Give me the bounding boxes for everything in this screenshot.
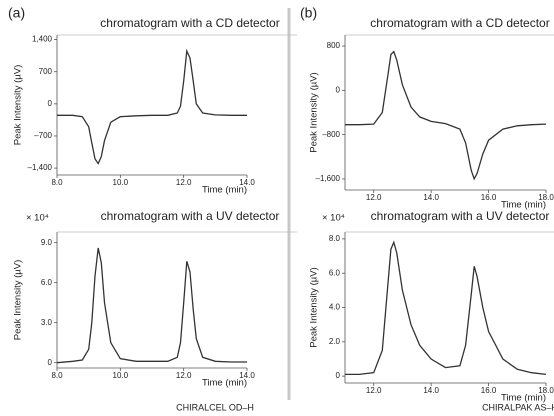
x-tick-label: 18.0: [538, 193, 554, 202]
y-tick-label: –800: [322, 130, 340, 139]
x-tick-label: 14.0: [239, 178, 255, 187]
y-tick-label: 9.0: [41, 238, 53, 247]
y-axis-label: Peak Intensity (µV): [13, 65, 24, 145]
x-tick-label: 18.0: [538, 386, 554, 395]
y-tick-label: 3.0: [41, 318, 53, 327]
x-tick-label: 14.0: [423, 386, 439, 395]
y-multiplier: × 10⁴: [26, 213, 49, 224]
x-tick-label: 14.0: [423, 193, 439, 202]
x-tick-label: 14.0: [239, 371, 255, 380]
y-multiplier: × 10⁴: [322, 213, 345, 224]
trace: [56, 247, 247, 364]
x-axis-label: Time (min): [501, 200, 546, 211]
y-axis-label: Peak Intensity (µV): [309, 267, 320, 347]
y-tick-label: 1,400: [32, 35, 53, 44]
chart-title: chromatogram with a CD detector: [370, 16, 549, 30]
chart-title: chromatogram with a CD detector: [100, 16, 279, 30]
y-tick-label: 4.0: [329, 303, 341, 312]
y-tick-label: 8.0: [329, 234, 341, 243]
x-axis-label: Time (min): [501, 393, 546, 404]
chart-title: chromatogram with a UV detector: [371, 209, 550, 223]
x-tick-label: 10.0: [113, 178, 129, 187]
caption: CHIRALCEL OD–H: [176, 402, 254, 412]
caption: CHIRALPAK AS–H: [482, 402, 554, 412]
x-tick-label: 12.0: [366, 386, 382, 395]
panel-label: (b): [300, 5, 317, 21]
chart-title: chromatogram with a UV detector: [101, 209, 280, 223]
y-tick-label: 0: [336, 371, 341, 380]
trace: [345, 240, 547, 376]
y-tick-label: 700: [39, 67, 53, 76]
y-tick-label: 0: [336, 85, 341, 94]
panel-label: (a): [8, 5, 25, 21]
y-tick-label: –700: [34, 131, 52, 140]
trace: [345, 50, 547, 181]
y-tick-label: –1,600: [316, 174, 341, 183]
x-tick-label: 12.0: [366, 193, 382, 202]
trace: [57, 48, 247, 165]
x-tick-label: 16.0: [481, 193, 497, 202]
x-axis-label: Time (min): [202, 378, 247, 389]
y-tick-label: 800: [327, 41, 341, 50]
y-tick-label: 0: [48, 99, 53, 108]
x-tick-label: 8.0: [51, 178, 63, 187]
x-tick-label: 12.0: [176, 178, 192, 187]
y-tick-label: 6.0: [41, 278, 53, 287]
x-tick-label: 12.0: [176, 371, 192, 380]
y-axis-label: Peak Intensity (µV): [13, 260, 24, 340]
y-axis-label: Peak Intensity (µV): [309, 72, 320, 152]
y-tick-label: –1,400: [28, 163, 53, 172]
x-axis-label: Time (min): [202, 185, 247, 196]
y-tick-label: 0: [48, 358, 53, 367]
x-tick-label: 16.0: [481, 386, 497, 395]
x-tick-label: 8.0: [51, 371, 63, 380]
x-tick-label: 10.0: [113, 371, 129, 380]
y-tick-label: 6.0: [329, 268, 341, 277]
y-tick-label: 2.0: [329, 337, 341, 346]
